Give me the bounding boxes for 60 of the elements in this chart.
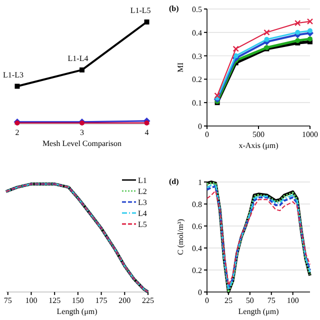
point: [295, 30, 300, 35]
x-tick-label: 0: [205, 296, 209, 305]
point: [308, 36, 312, 42]
annotation: L1-L4: [68, 54, 88, 63]
point: [308, 28, 312, 34]
x-tick-label: 100: [25, 296, 38, 305]
annotation: L1-L5: [130, 6, 151, 15]
y-tick-label: 0.2: [192, 266, 202, 275]
x-tick-label: 200: [118, 296, 131, 305]
point: [233, 53, 238, 58]
legend-label: L5: [138, 220, 147, 229]
y-tick-label: 1: [198, 178, 202, 187]
y-tick-label: 0.3: [192, 52, 202, 61]
x-tick-label: 25: [224, 296, 232, 305]
y-tick-label: 0.5: [192, 5, 202, 14]
point: [144, 20, 150, 24]
x-tick-label: 2: [15, 128, 20, 137]
x-axis-title: x-Axis (μm): [238, 141, 279, 150]
x-tick-label: 1000: [302, 130, 318, 139]
point: [264, 36, 270, 42]
x-tick-label: 0: [205, 130, 209, 139]
x-tick-label: 75: [4, 296, 12, 305]
x-tick-label: 225: [142, 296, 154, 305]
y-tick-label: 0.6: [192, 222, 202, 231]
legend-label: L3: [138, 198, 147, 207]
y-tick-label: 0: [198, 122, 202, 131]
legend-label: L4: [138, 209, 147, 218]
point: [294, 20, 301, 26]
legend-label: L2: [138, 187, 147, 196]
x-tick-label: 500: [252, 130, 264, 139]
y-tick-label: 0: [198, 288, 202, 297]
x-tick-label: 125: [48, 296, 61, 305]
x-tick-label: 3: [80, 128, 84, 137]
chart-title: (b): [169, 4, 180, 13]
point: [214, 92, 220, 99]
point: [144, 120, 150, 126]
y-axis-title: C (mol/m³): [176, 218, 185, 255]
y-tick-label: 0.1: [192, 98, 202, 108]
y-tick-label: 0.4: [192, 28, 202, 38]
point: [80, 67, 84, 72]
annotation: L1-L3: [3, 70, 24, 80]
y-tick-label: 0.8: [192, 200, 202, 209]
x-tick-label: 100: [286, 296, 299, 305]
x-tick-label: 175: [95, 296, 108, 305]
chart-title: (d): [169, 177, 180, 186]
point: [232, 46, 239, 52]
y-axis-title: MI: [176, 62, 185, 72]
x-tick-label: 4: [144, 128, 149, 137]
x-axis-title: Length (μm): [238, 307, 280, 316]
x-axis-title: Length (μm): [56, 307, 98, 316]
x-axis-title: Mesh Level Comparison: [42, 139, 122, 148]
y-tick-label: 0.2: [192, 75, 202, 84]
point: [14, 84, 20, 89]
x-tick-label: 50: [246, 296, 254, 305]
legend-label: L1: [138, 176, 147, 185]
y-tick-label: 0.4: [192, 244, 202, 253]
point: [306, 18, 314, 24]
x-tick-label: 75: [267, 296, 276, 305]
x-tick-label: 150: [72, 296, 84, 305]
point: [264, 29, 270, 36]
